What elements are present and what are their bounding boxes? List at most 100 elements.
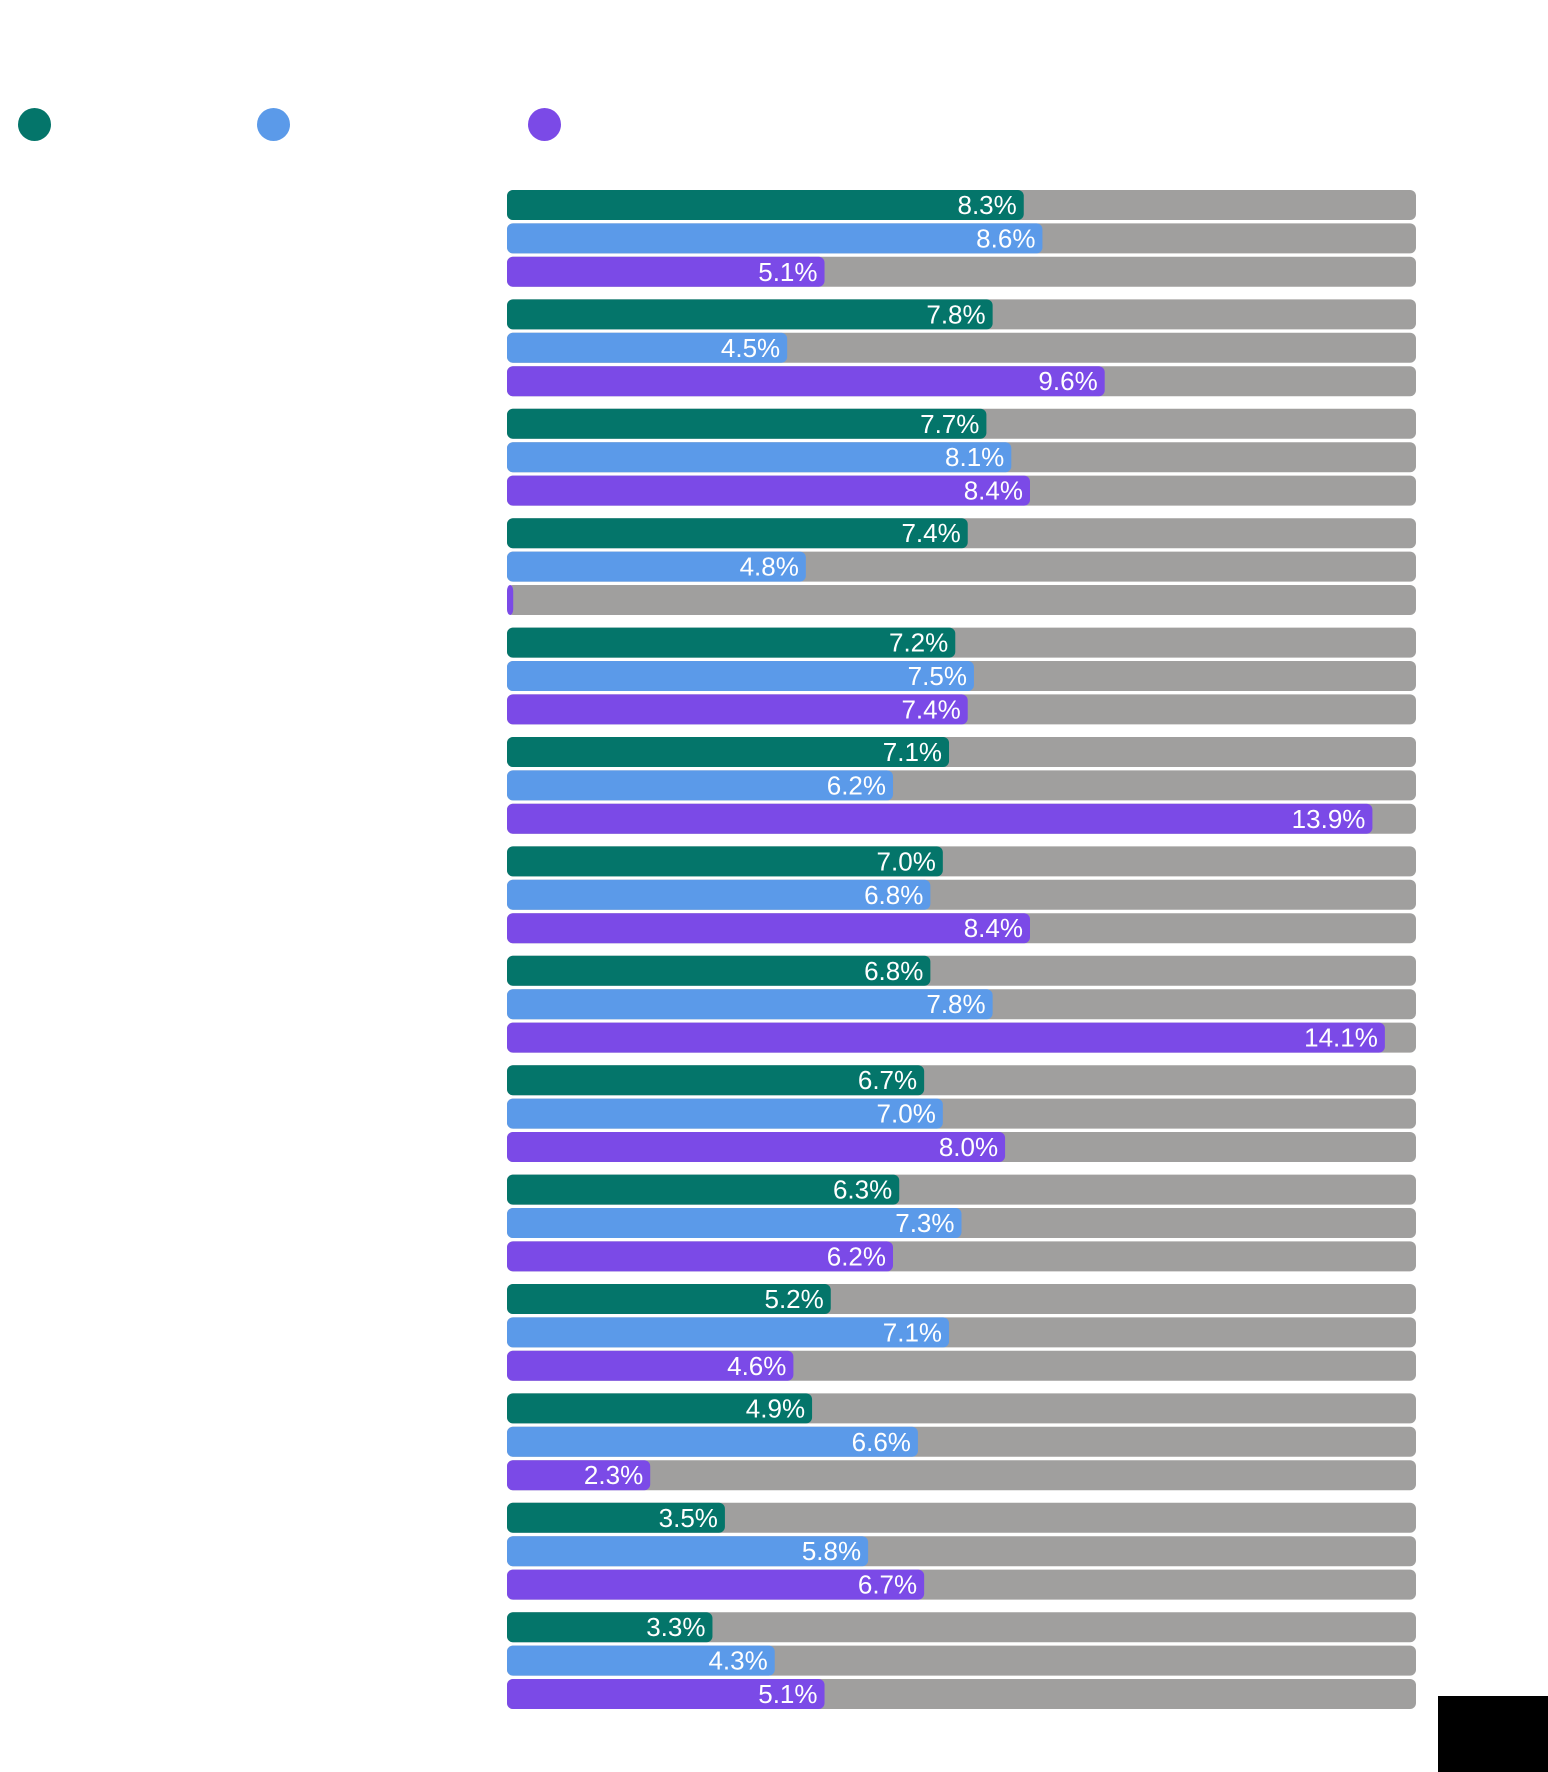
bar xyxy=(507,661,974,691)
bar-value-label: 4.8% xyxy=(740,552,799,582)
bar-value-label: 6.8% xyxy=(864,880,923,910)
bar-value-label: 7.8% xyxy=(926,989,985,1019)
bar-value-label: 2.3% xyxy=(584,1460,643,1490)
bar xyxy=(507,1284,831,1314)
bar xyxy=(507,1393,813,1424)
bar xyxy=(507,1350,794,1381)
bar-value-label: 6.2% xyxy=(827,770,886,800)
bar xyxy=(507,1174,900,1205)
bar-group: 7.7%8.1% 8.4% xyxy=(507,408,1416,506)
bar xyxy=(507,585,514,615)
bar xyxy=(507,1022,1385,1053)
legend-dot-series-2 xyxy=(257,108,290,141)
bar xyxy=(507,223,1043,254)
bar-value-label: 4.9% xyxy=(746,1393,805,1423)
bar-group: 4.9% 6.6% 2.3% xyxy=(507,1393,1416,1491)
bar xyxy=(507,1317,950,1348)
bar-value-label: 8.1% xyxy=(945,442,1004,472)
bar-track xyxy=(507,1460,1416,1491)
bar-value-label: 13.9% xyxy=(1292,804,1366,834)
bar xyxy=(507,408,987,439)
bar-value-label: 8.4% xyxy=(964,476,1023,506)
bar xyxy=(507,366,1105,397)
bar-value-label: 3.3% xyxy=(646,1612,705,1642)
bar-group: 7.2%7.5%7.4% xyxy=(507,627,1416,725)
bar xyxy=(507,879,931,910)
bar-group: 6.3%7.3% 6.2% xyxy=(507,1174,1416,1272)
bar xyxy=(507,1065,925,1096)
bar xyxy=(507,737,950,767)
bar-value-label: 7.8% xyxy=(926,299,985,329)
bar-value-label: 7.4% xyxy=(901,694,960,724)
bar-group: 5.2% 7.1% 4.6% xyxy=(507,1284,1416,1381)
bar xyxy=(507,913,1030,944)
bar-value-label: 6.7% xyxy=(858,1570,917,1600)
corner-block xyxy=(1438,1696,1548,1772)
bar xyxy=(507,518,968,549)
bar-group: 6.8%7.8% 14.1% xyxy=(507,955,1416,1053)
bar xyxy=(507,332,788,363)
bar-value-label: 7.0% xyxy=(877,846,936,876)
legend xyxy=(0,0,1548,180)
bar-group: 7.1%6.2% 13.9% xyxy=(507,737,1416,834)
bar-value-label: 5.1% xyxy=(758,257,817,287)
bar xyxy=(507,627,956,658)
bar xyxy=(507,846,943,877)
bar-value-label: 4.6% xyxy=(727,1351,786,1381)
bar-value-label: 4.5% xyxy=(721,333,780,363)
bar xyxy=(507,551,806,582)
bar-value-label: 8.6% xyxy=(976,223,1035,253)
bar xyxy=(507,1426,918,1457)
bar-value-label: 7.1% xyxy=(883,1317,942,1347)
bar-value-label: 7.3% xyxy=(895,1208,954,1238)
bar xyxy=(507,442,1012,473)
bar xyxy=(507,989,993,1020)
bar xyxy=(507,1612,713,1643)
bar xyxy=(507,1679,825,1709)
bar-value-label: 7.7% xyxy=(920,409,979,439)
bar xyxy=(507,299,993,330)
bar xyxy=(507,1132,1006,1162)
bar-value-label: 6.8% xyxy=(864,956,923,986)
bar-group: 3.3%4.3%5.1% xyxy=(507,1612,1416,1709)
bar-value-label: 6.7% xyxy=(858,1065,917,1095)
bar-value-label: 8.0% xyxy=(939,1132,998,1162)
bar xyxy=(507,475,1030,506)
bar-value-label: 14.1% xyxy=(1304,1023,1378,1053)
bar-value-label: 5.2% xyxy=(764,1284,823,1314)
bar xyxy=(507,1460,651,1491)
bar-value-label: 6.2% xyxy=(827,1241,886,1271)
bar xyxy=(507,694,968,725)
bar-group: 7.4% 4.8% xyxy=(507,518,1416,615)
bar xyxy=(507,1536,869,1567)
bar-value-label: 7.1% xyxy=(883,737,942,767)
bar-track xyxy=(507,585,1416,615)
bar-track xyxy=(507,1612,1416,1643)
bar xyxy=(507,1098,943,1129)
bar xyxy=(507,1502,725,1533)
bar-value-label: 6.3% xyxy=(833,1175,892,1205)
bar xyxy=(507,955,931,986)
bar-value-label: 7.0% xyxy=(877,1099,936,1129)
bar-value-label: 9.6% xyxy=(1038,366,1097,396)
bar-group: 7.8% 4.5% 9.6% xyxy=(507,299,1416,397)
bar-group: 8.3%8.6% 5.1% xyxy=(507,190,1416,287)
bar-value-label: 6.6% xyxy=(852,1427,911,1457)
legend-dot-series-1 xyxy=(18,108,51,141)
bar-value-label: 5.8% xyxy=(802,1536,861,1566)
bar-value-label: 3.5% xyxy=(659,1503,718,1533)
bar xyxy=(507,1569,925,1600)
bar xyxy=(507,803,1373,834)
bar-value-label: 8.3% xyxy=(957,190,1016,220)
bar-track xyxy=(507,1502,1416,1533)
bar xyxy=(507,1241,894,1272)
bar-group: 7.0% 6.8% 8.4% xyxy=(507,846,1416,944)
bar xyxy=(507,1208,962,1238)
bar-value-label: 8.4% xyxy=(964,913,1023,943)
bar xyxy=(507,190,1024,220)
bar-group: 3.5% 5.8% 6.7% xyxy=(507,1502,1416,1600)
bar-value-label: 7.4% xyxy=(901,518,960,548)
legend-dot-series-3 xyxy=(528,108,561,141)
bar-value-label: 7.2% xyxy=(889,628,948,658)
